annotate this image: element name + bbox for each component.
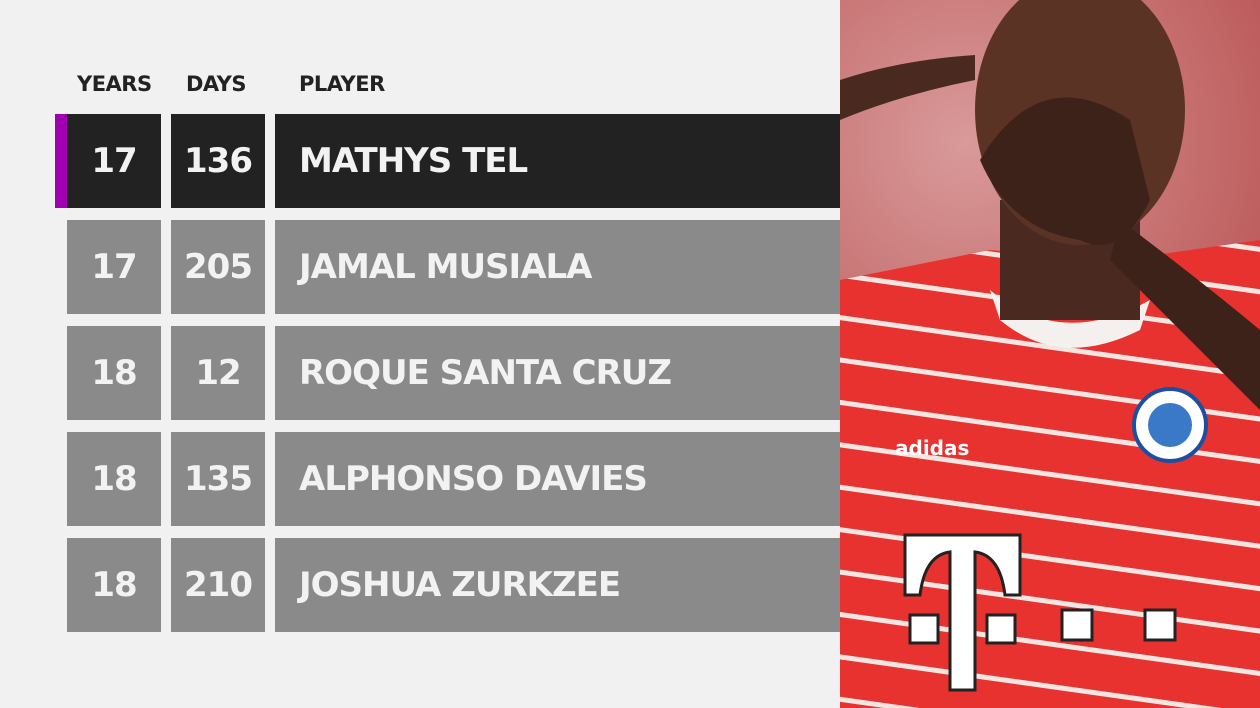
highlight-accent-bar (55, 114, 67, 208)
player-cell: JAMAL MUSIALA (275, 220, 840, 314)
player-cell: ROQUE SANTA CRUZ (275, 326, 840, 420)
years-cell: 18 (67, 538, 161, 632)
days-cell: 135 (171, 432, 265, 526)
years-cell: 17 (67, 114, 161, 208)
table-row: 17 136 MATHYS TEL (0, 114, 840, 208)
table-row: 18 12 ROQUE SANTA CRUZ (0, 326, 840, 420)
table-row: 18 210 JOSHUA ZURKZEE (0, 538, 840, 632)
header-days: DAYS (186, 72, 247, 96)
shirt-brand-logo: adidas (895, 436, 969, 460)
header-years: YEARS (77, 72, 152, 96)
years-cell: 17 (67, 220, 161, 314)
days-cell: 136 (171, 114, 265, 208)
table-row: 18 135 ALPHONSO DAVIES (0, 432, 840, 526)
years-cell: 18 (67, 326, 161, 420)
player-cell: JOSHUA ZURKZEE (275, 538, 840, 632)
player-photo: adidas (840, 0, 1260, 708)
days-cell: 210 (171, 538, 265, 632)
player-cell: ALPHONSO DAVIES (275, 432, 840, 526)
player-cell: MATHYS TEL (275, 114, 840, 208)
years-cell: 18 (67, 432, 161, 526)
days-cell: 12 (171, 326, 265, 420)
header-player: PLAYER (299, 72, 385, 96)
player-celebration-illustration: adidas (840, 0, 1260, 708)
days-cell: 205 (171, 220, 265, 314)
sponsor-t-logo (903, 533, 1177, 692)
table-row: 17 205 JAMAL MUSIALA (0, 220, 840, 314)
